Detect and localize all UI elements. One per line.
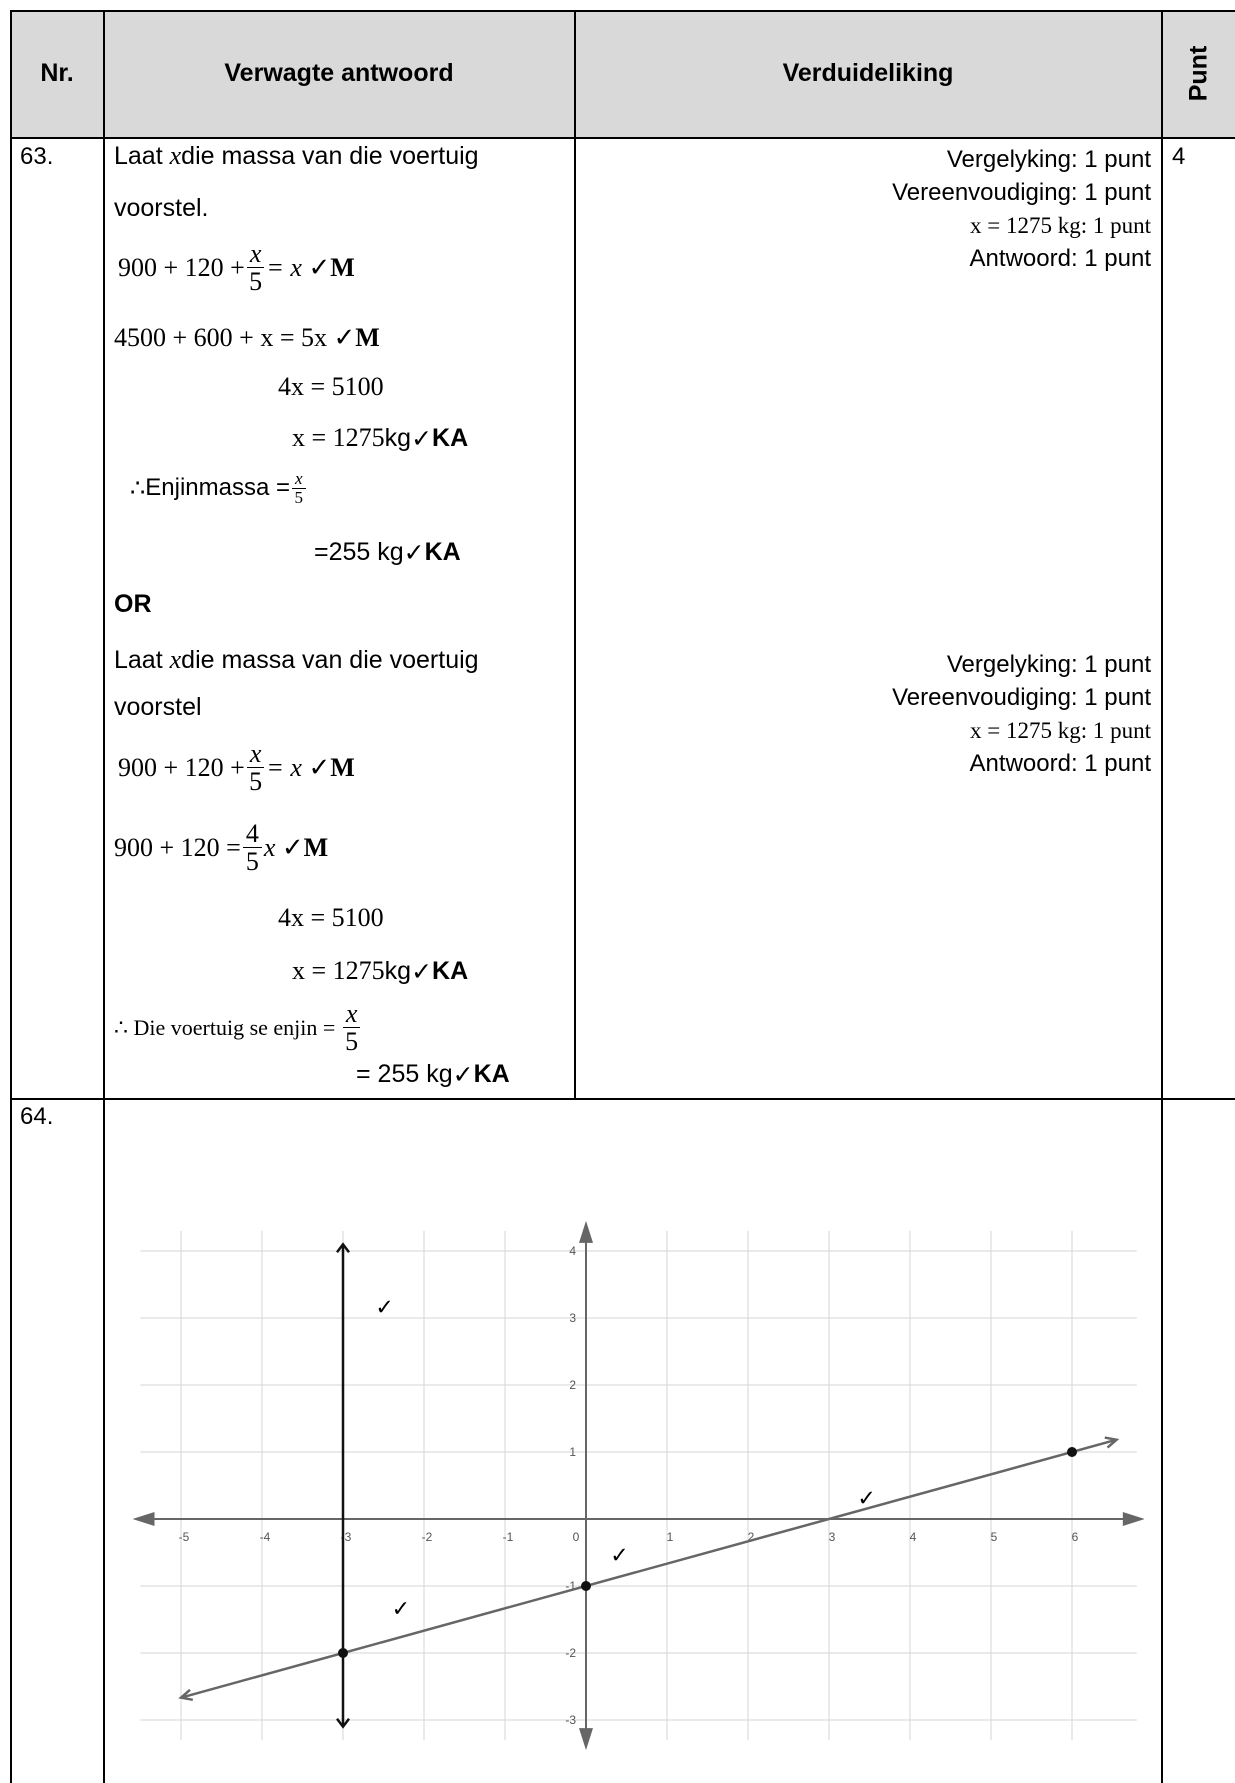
x-tick-label: -5 [179,1530,190,1544]
data-point [338,1648,348,1658]
allocation-line: Antwoord: 1 punt [969,750,1151,777]
y-tick-label: 2 [569,1378,576,1392]
check-mark: ✓ [411,956,433,986]
data-point [1067,1447,1077,1457]
arrowhead-right [1104,1436,1120,1449]
allocation-line: x = 1275 kg: 1 punt [969,213,1151,238]
allocation-line: Vereenvoudiging: 1 punt [892,179,1151,206]
allocation-line: Vergelyking: 1 punt [946,146,1151,173]
equation: 4x = 5100 [278,372,384,401]
x-tick-label: -2 [422,1530,433,1544]
allocation-line: x = 1275 kg: 1 punt [969,718,1151,743]
x-tick-label: -1 [503,1530,514,1544]
header-divider [10,137,1235,139]
column-divider [1161,10,1163,1783]
allocation-line: Vergelyking: 1 punt [946,651,1151,678]
x-axis-arrow-right [1122,1512,1144,1526]
arrowhead-left [178,1688,194,1702]
y-tick-label: -2 [565,1646,576,1660]
y-tick-label: -1 [565,1579,576,1593]
x-axis-arrow-left [132,1512,155,1526]
question-number: 64. [20,1103,54,1130]
table-border-left [10,10,12,1783]
equation: x = 1275 kg ✓ KA [292,423,469,453]
intro-line: voorstel. [114,194,209,222]
header-explanation: Verduideliking [782,59,954,87]
check-mark: ✓ [375,1296,393,1321]
check-mark: ✓ [308,752,331,783]
x-tick-label: 4 [910,1530,917,1544]
arrowhead-down [336,1717,350,1729]
allocation-line: Antwoord: 1 punt [969,245,1151,272]
mark-allocation-2: Vergelyking: 1 punt Vereenvoudiging: 1 p… [892,648,1151,780]
header-points: Punt [1183,45,1212,102]
row-divider [104,1098,1235,1100]
y-tick-label: -3 [565,1713,576,1727]
intro-line: Laat x die massa van die voertuig [114,645,479,674]
answer: = 255 kg ✓ KA [356,1060,510,1089]
header-nr: Nr. [40,59,74,87]
y-tick-label: 1 [569,1445,576,1459]
check-mark: ✓ [411,423,433,453]
x-tick-label: 1 [667,1530,674,1544]
check-mark: ✓ [333,323,356,353]
table-header [10,10,1235,137]
x-tick-label: -4 [260,1530,271,1544]
check-mark: ✓ [281,832,304,863]
check-mark: ✓ [403,538,425,567]
x-tick-label: 6 [1072,1530,1079,1544]
or-label: OR [114,590,152,618]
intro-line: voorstel [114,693,202,721]
y-tick-label: 3 [569,1311,576,1325]
column-divider [103,10,105,1783]
x-tick-label: 0 [573,1530,580,1544]
y-axis-arrow-up [579,1220,593,1243]
intro-line: Laat x die massa van die voertuig [114,141,479,170]
allocation-line: Vereenvoudiging: 1 punt [892,684,1151,711]
check-mark: ✓ [308,252,331,283]
check-mark: ✓ [857,1487,875,1512]
arrowhead-up [336,1242,350,1254]
column-divider [574,10,576,1099]
check-mark: ✓ [392,1597,410,1622]
equation: 4x = 5100 [278,903,384,932]
table-border [10,10,1235,12]
question-number: 63. [20,143,54,170]
answer: =255 kg ✓ KA [314,538,461,567]
equation: x = 1275 kg ✓ KA [292,956,469,986]
x-tick-label: 5 [991,1530,998,1544]
x-tick-label: 2 [748,1530,755,1544]
x-tick-label: 3 [829,1530,836,1544]
equation: 4500 + 600 + x = 5x ✓ M [114,323,380,353]
points-value: 4 [1172,143,1186,170]
check-mark: ✓ [610,1544,628,1569]
y-axis-arrow-down [579,1728,593,1751]
y-tick-label: 4 [569,1244,576,1258]
coordinate-graph: -5 -4 -3 -2 -1 0 1 2 3 4 5 6 -3 -2 -1 1 2 3 4 ✓ ✓ ✓ ✓ [132,1220,1144,1751]
x-tick-label: -3 [341,1530,352,1544]
mark-allocation-1: Vergelyking: 1 punt Vereenvoudiging: 1 p… [892,143,1151,275]
header-expected-answer: Verwagte antwoord [224,59,454,87]
data-point [581,1581,591,1591]
check-mark: ✓ [452,1060,474,1089]
series-line-sloped [180,1438,1117,1699]
row-divider-nr [10,1098,104,1100]
